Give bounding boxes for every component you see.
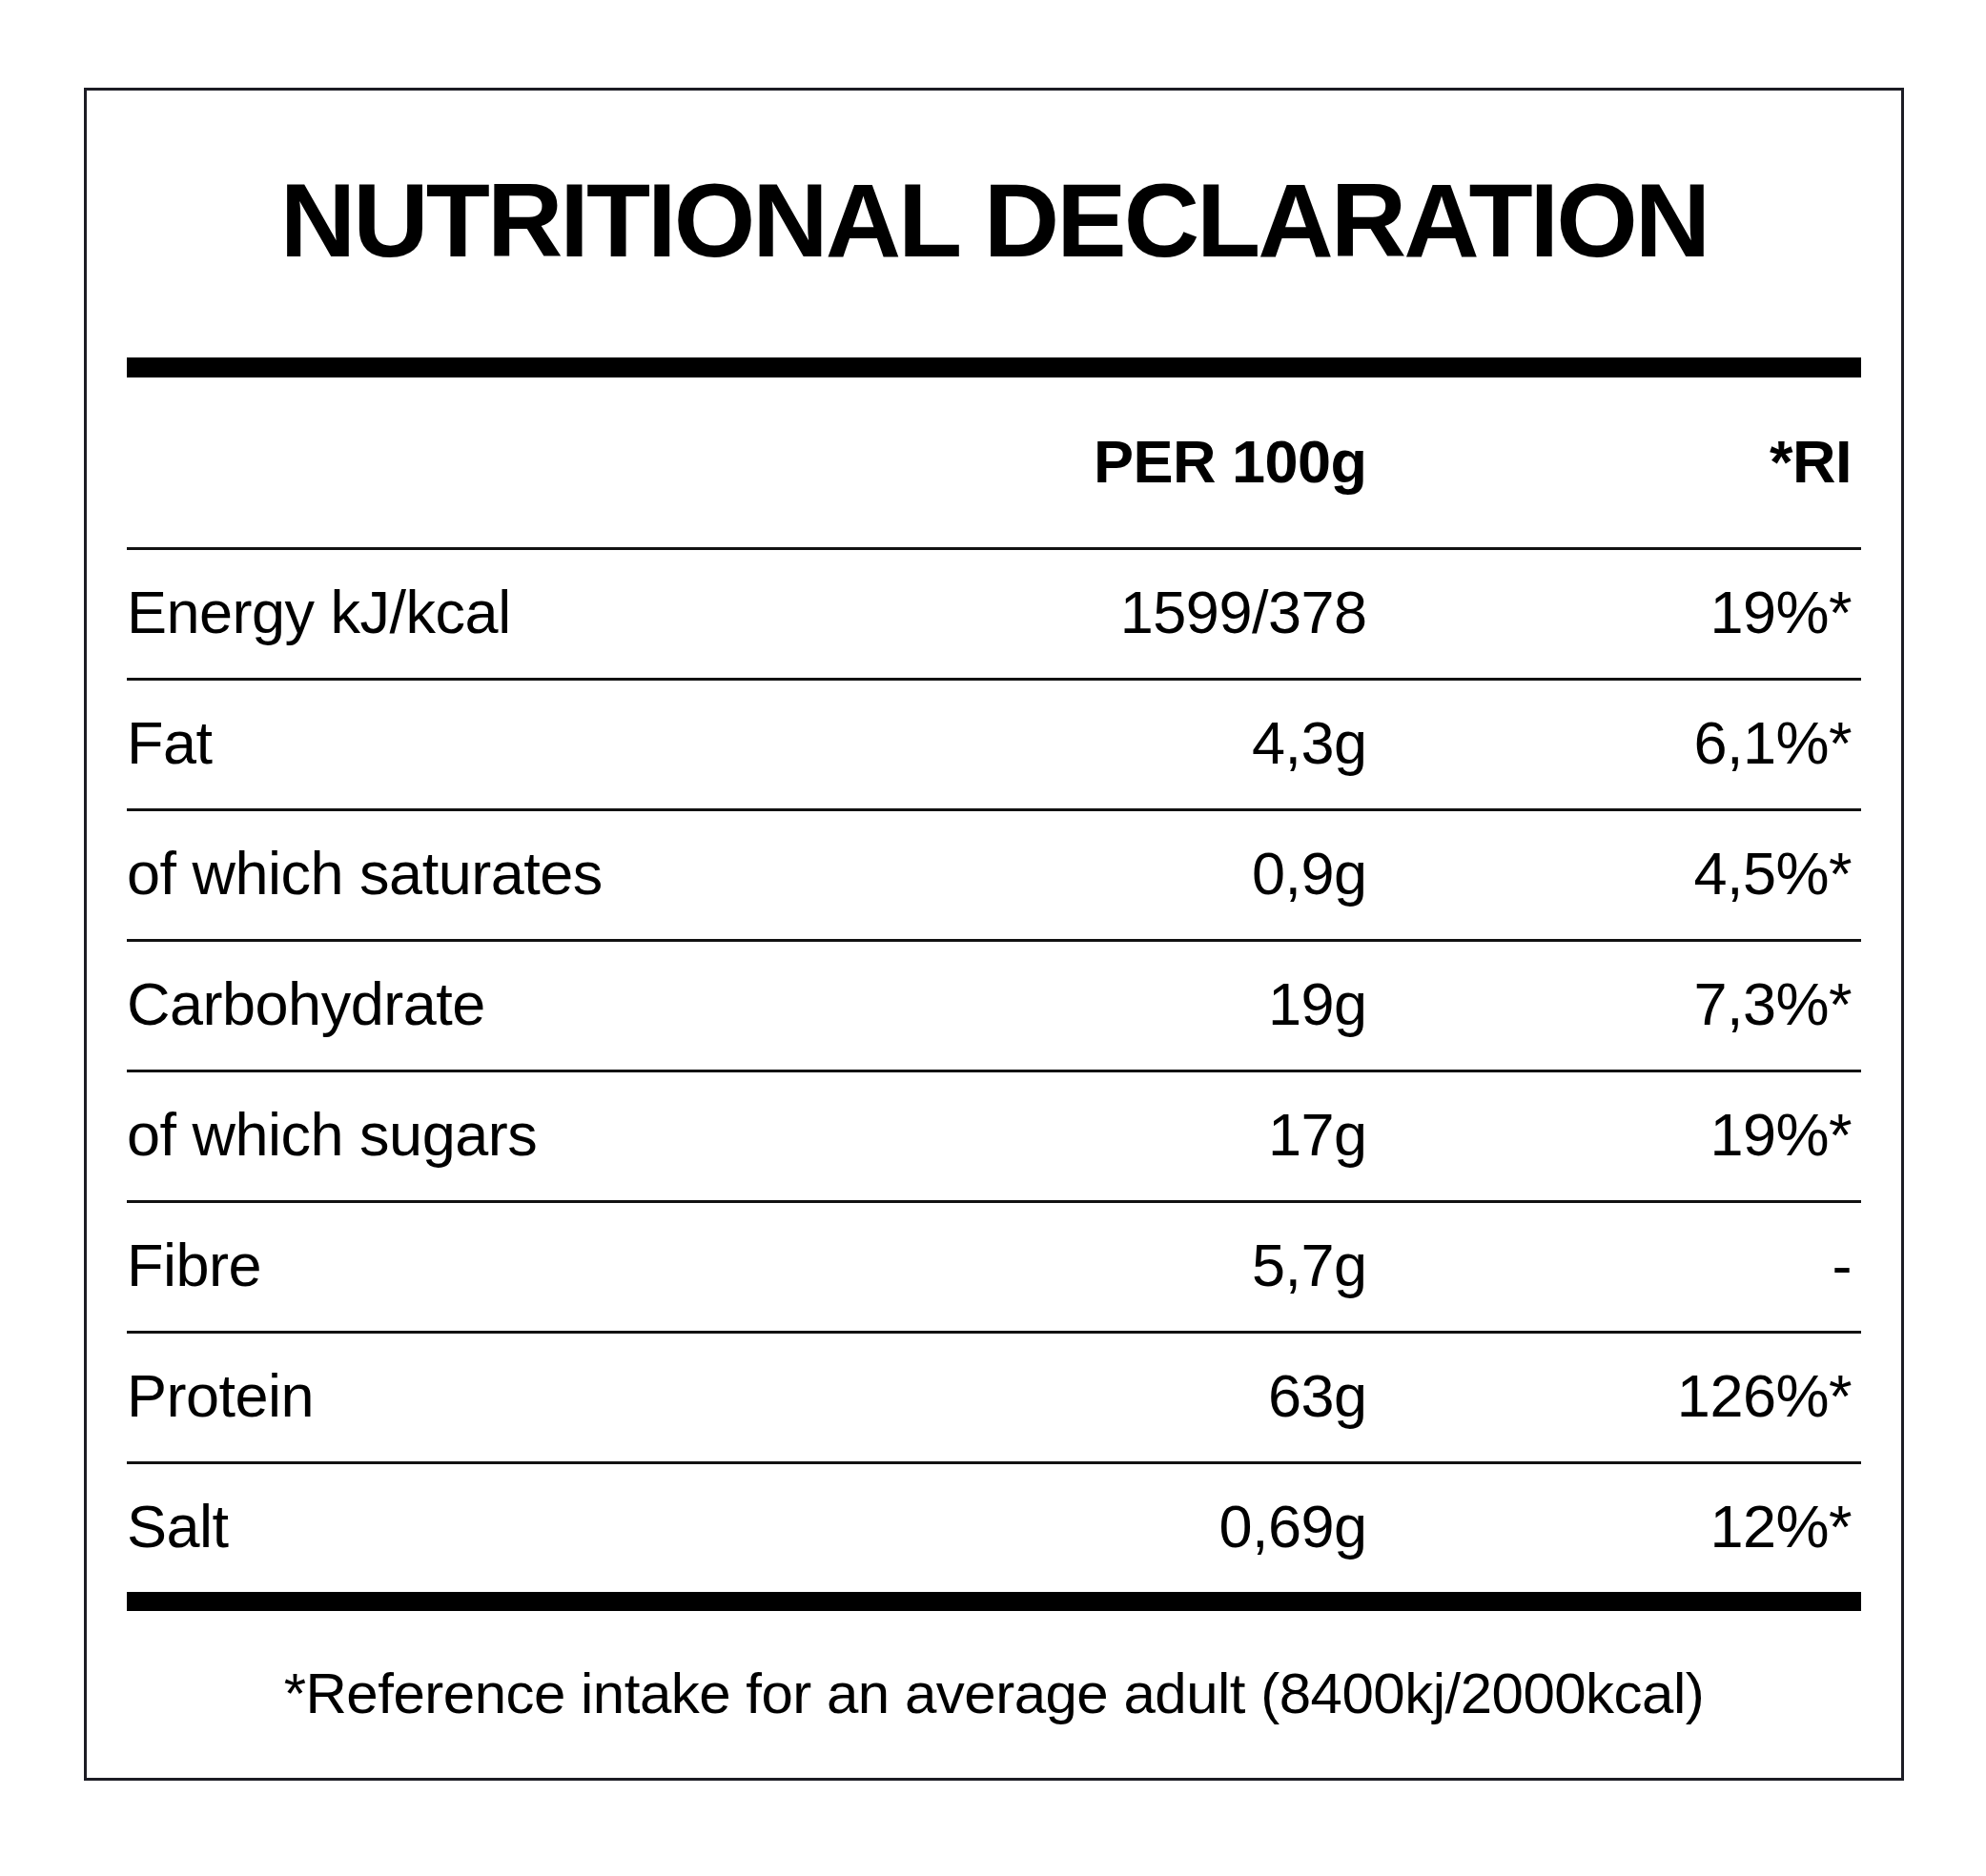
table-row-protein: Protein 63g 126%* xyxy=(127,1333,1861,1463)
table-row-salt: Salt 0,69g 12%* xyxy=(127,1463,1861,1593)
footer-divider-rule xyxy=(127,1592,1861,1611)
ri-value: - xyxy=(1367,1202,1861,1333)
table-row-fibre: Fibre 5,7g - xyxy=(127,1202,1861,1333)
per-100g-value: 63g xyxy=(925,1333,1367,1463)
per-100g-value: 1599/378 xyxy=(925,549,1367,680)
ri-value: 6,1%* xyxy=(1367,680,1861,810)
ri-value: 126%* xyxy=(1367,1333,1861,1463)
title-divider-rule xyxy=(127,357,1861,377)
table-row-carbohydrate: Carbohydrate 19g 7,3%* xyxy=(127,941,1861,1071)
nutrient-label: Salt xyxy=(127,1463,925,1593)
nutrient-label: Carbohydrate xyxy=(127,941,925,1071)
label-title: NUTRITIONAL DECLARATION xyxy=(127,157,1861,283)
ri-value: 4,5%* xyxy=(1367,810,1861,941)
nutrient-label: Fat xyxy=(127,680,925,810)
reference-intake-footnote: *Reference intake for an average adult (… xyxy=(127,1661,1861,1726)
column-header-ri: *RI xyxy=(1367,377,1861,549)
nutrient-label: Fibre xyxy=(127,1202,925,1333)
ri-value: 19%* xyxy=(1367,1071,1861,1202)
ri-value: 19%* xyxy=(1367,549,1861,680)
table-row-saturates: of which saturates 0,9g 4,5%* xyxy=(127,810,1861,941)
nutrient-label: Protein xyxy=(127,1333,925,1463)
per-100g-value: 4,3g xyxy=(925,680,1367,810)
per-100g-value: 17g xyxy=(925,1071,1367,1202)
table-row-sugars: of which sugars 17g 19%* xyxy=(127,1071,1861,1202)
nutrient-label: of which sugars xyxy=(127,1071,925,1202)
nutrient-label: Energy kJ/kcal xyxy=(127,549,925,680)
per-100g-value: 0,69g xyxy=(925,1463,1367,1593)
table-row-fat: Fat 4,3g 6,1%* xyxy=(127,680,1861,810)
ri-value: 12%* xyxy=(1367,1463,1861,1593)
ri-value: 7,3%* xyxy=(1367,941,1861,1071)
nutrient-label: of which saturates xyxy=(127,810,925,941)
per-100g-value: 0,9g xyxy=(925,810,1367,941)
nutrition-label: NUTRITIONAL DECLARATION PER 100g *RI Ene… xyxy=(84,88,1904,1781)
nutrition-table: PER 100g *RI Energy kJ/kcal 1599/378 19%… xyxy=(127,377,1861,1592)
per-100g-value: 19g xyxy=(925,941,1367,1071)
per-100g-value: 5,7g xyxy=(925,1202,1367,1333)
table-row-energy: Energy kJ/kcal 1599/378 19%* xyxy=(127,549,1861,680)
column-header-nutrient xyxy=(127,377,925,549)
column-header-per-100g: PER 100g xyxy=(925,377,1367,549)
table-header-row: PER 100g *RI xyxy=(127,377,1861,549)
